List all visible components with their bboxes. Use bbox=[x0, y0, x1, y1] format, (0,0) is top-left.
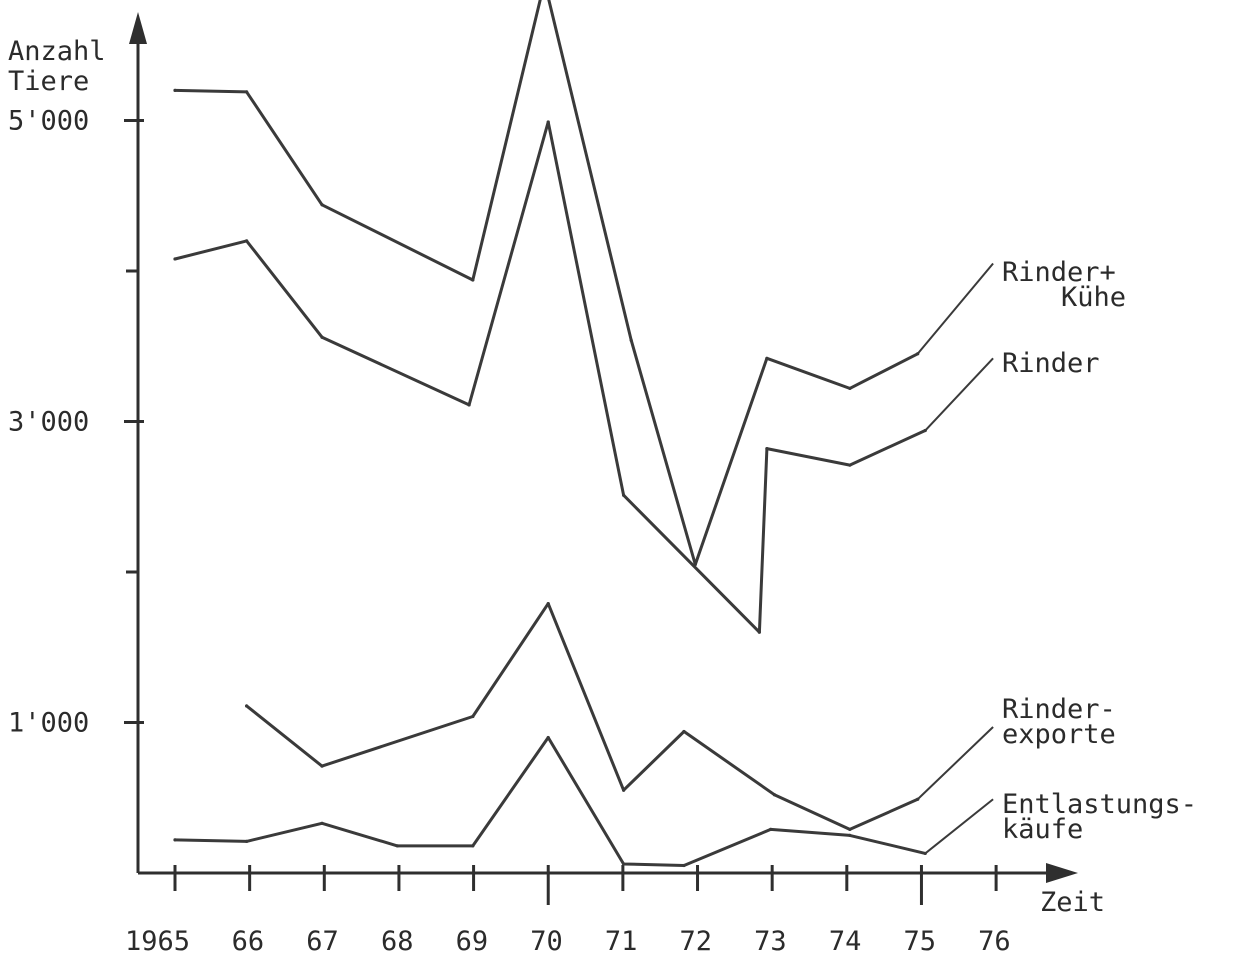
series-1-point-2 bbox=[320, 335, 324, 339]
series-0-point-3 bbox=[471, 278, 475, 282]
series-2-point-2 bbox=[471, 714, 475, 719]
x-tick-label: 67 bbox=[306, 926, 339, 954]
series-label: exporte bbox=[1002, 719, 1116, 750]
x-tick-label: 72 bbox=[680, 926, 713, 954]
series-label: Rinder- bbox=[1002, 694, 1116, 725]
series-leader-2 bbox=[916, 726, 994, 800]
series-2-point-3 bbox=[546, 602, 550, 606]
series-3-point-5 bbox=[546, 735, 550, 740]
series-label: Rinder+ bbox=[1002, 257, 1116, 288]
x-tick-label: 73 bbox=[754, 926, 787, 954]
x-tick-label: 74 bbox=[829, 926, 862, 954]
y-axis-title: Anzahl bbox=[8, 36, 106, 67]
x-tick-label: 66 bbox=[232, 926, 265, 954]
y-tick-label: 3'000 bbox=[8, 407, 89, 438]
series-label: Rinder bbox=[1002, 348, 1100, 379]
series-1-point-0 bbox=[173, 257, 177, 261]
x-tick-label: 69 bbox=[456, 926, 489, 954]
text-layer: 5'000 3'000 1'000 1965 66 67 68 69 70 71 72 73 74 75 7… bbox=[8, 36, 1197, 954]
series-leader-3 bbox=[924, 798, 994, 855]
y-axis-title: Tiere bbox=[8, 66, 89, 97]
series-0-point-5 bbox=[629, 338, 633, 342]
series-0-point-0 bbox=[173, 88, 177, 92]
series-0-point-1 bbox=[245, 90, 249, 94]
series-layer bbox=[173, 0, 994, 868]
y-tick-label: 1'000 bbox=[8, 708, 89, 739]
series-2-point-7 bbox=[848, 827, 852, 831]
x-tick-label: 75 bbox=[903, 926, 936, 954]
series-3-point-7 bbox=[682, 863, 686, 868]
x-tick-label: 68 bbox=[381, 926, 414, 954]
x-axis-title: Zeit bbox=[1040, 887, 1105, 918]
series-2-point-6 bbox=[772, 793, 777, 797]
series-1-point-3 bbox=[467, 403, 471, 407]
x-tick-label: 70 bbox=[530, 926, 563, 954]
series-0-point-2 bbox=[320, 203, 324, 207]
series-3-point-3 bbox=[395, 844, 400, 848]
x-tick-label: 71 bbox=[605, 926, 638, 954]
y-tick-label: 5'000 bbox=[8, 106, 89, 137]
series-1-point-4 bbox=[546, 120, 550, 124]
series-leader-1 bbox=[924, 357, 994, 432]
series-leader-0 bbox=[916, 262, 994, 355]
series-0-point-7 bbox=[765, 356, 769, 360]
x-tick-label: 1965 bbox=[125, 926, 190, 954]
series-1-point-7 bbox=[765, 446, 769, 451]
series-label: Entlastungs- bbox=[1002, 789, 1197, 820]
y-axis-arrow bbox=[129, 12, 147, 44]
series-3-point-9 bbox=[848, 833, 852, 837]
series-1-point-1 bbox=[245, 239, 249, 243]
series-1-point-6 bbox=[757, 630, 761, 634]
series-2-point-4 bbox=[622, 788, 626, 792]
series-2-point-1 bbox=[320, 764, 324, 768]
series-3-point-1 bbox=[245, 839, 249, 843]
series-1-point-5 bbox=[622, 493, 626, 497]
x-tick-label: 76 bbox=[978, 926, 1011, 954]
series-3-point-4 bbox=[471, 844, 475, 848]
series-line-0 bbox=[173, 0, 920, 566]
series-label: Kühe bbox=[1061, 282, 1126, 313]
series-line-1 bbox=[173, 120, 927, 634]
series-2-point-5 bbox=[682, 729, 686, 734]
axes bbox=[124, 12, 1078, 905]
series-0-point-8 bbox=[848, 386, 852, 390]
series-2-point-0 bbox=[245, 704, 249, 708]
x-axis-arrow bbox=[1046, 863, 1078, 883]
series-3-point-6 bbox=[622, 862, 626, 866]
series-3-point-8 bbox=[769, 827, 773, 831]
series-3-point-0 bbox=[173, 838, 177, 842]
series-1-point-8 bbox=[848, 463, 852, 467]
series-3-point-2 bbox=[320, 821, 324, 825]
series-label: käufe bbox=[1002, 814, 1083, 845]
series-line-3 bbox=[173, 736, 927, 867]
